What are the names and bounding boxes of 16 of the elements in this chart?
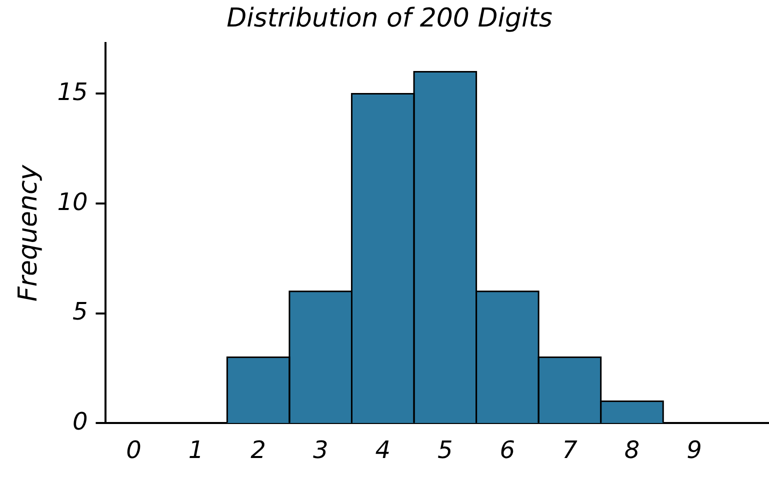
x-tick-label: 8 xyxy=(624,436,640,464)
x-tick-label: 6 xyxy=(500,436,516,464)
y-tick-label: 10 xyxy=(57,188,88,216)
x-tick-label: 1 xyxy=(188,436,204,464)
y-tick-label: 15 xyxy=(57,78,88,106)
y-axis-title: Frequency xyxy=(13,164,44,302)
chart-title: Distribution of 200 Digits xyxy=(226,3,552,34)
x-tick-label: 4 xyxy=(375,436,391,464)
y-tick-label: 0 xyxy=(72,407,88,436)
x-tick-label: 0 xyxy=(126,436,142,464)
x-tick-label: 2 xyxy=(250,436,266,464)
x-tick-label: 9 xyxy=(686,436,702,464)
x-tick-label: 5 xyxy=(438,436,453,464)
y-tick-label: 5 xyxy=(72,298,88,326)
x-tick-label: 3 xyxy=(312,436,328,464)
x-tick-label: 7 xyxy=(562,436,578,464)
